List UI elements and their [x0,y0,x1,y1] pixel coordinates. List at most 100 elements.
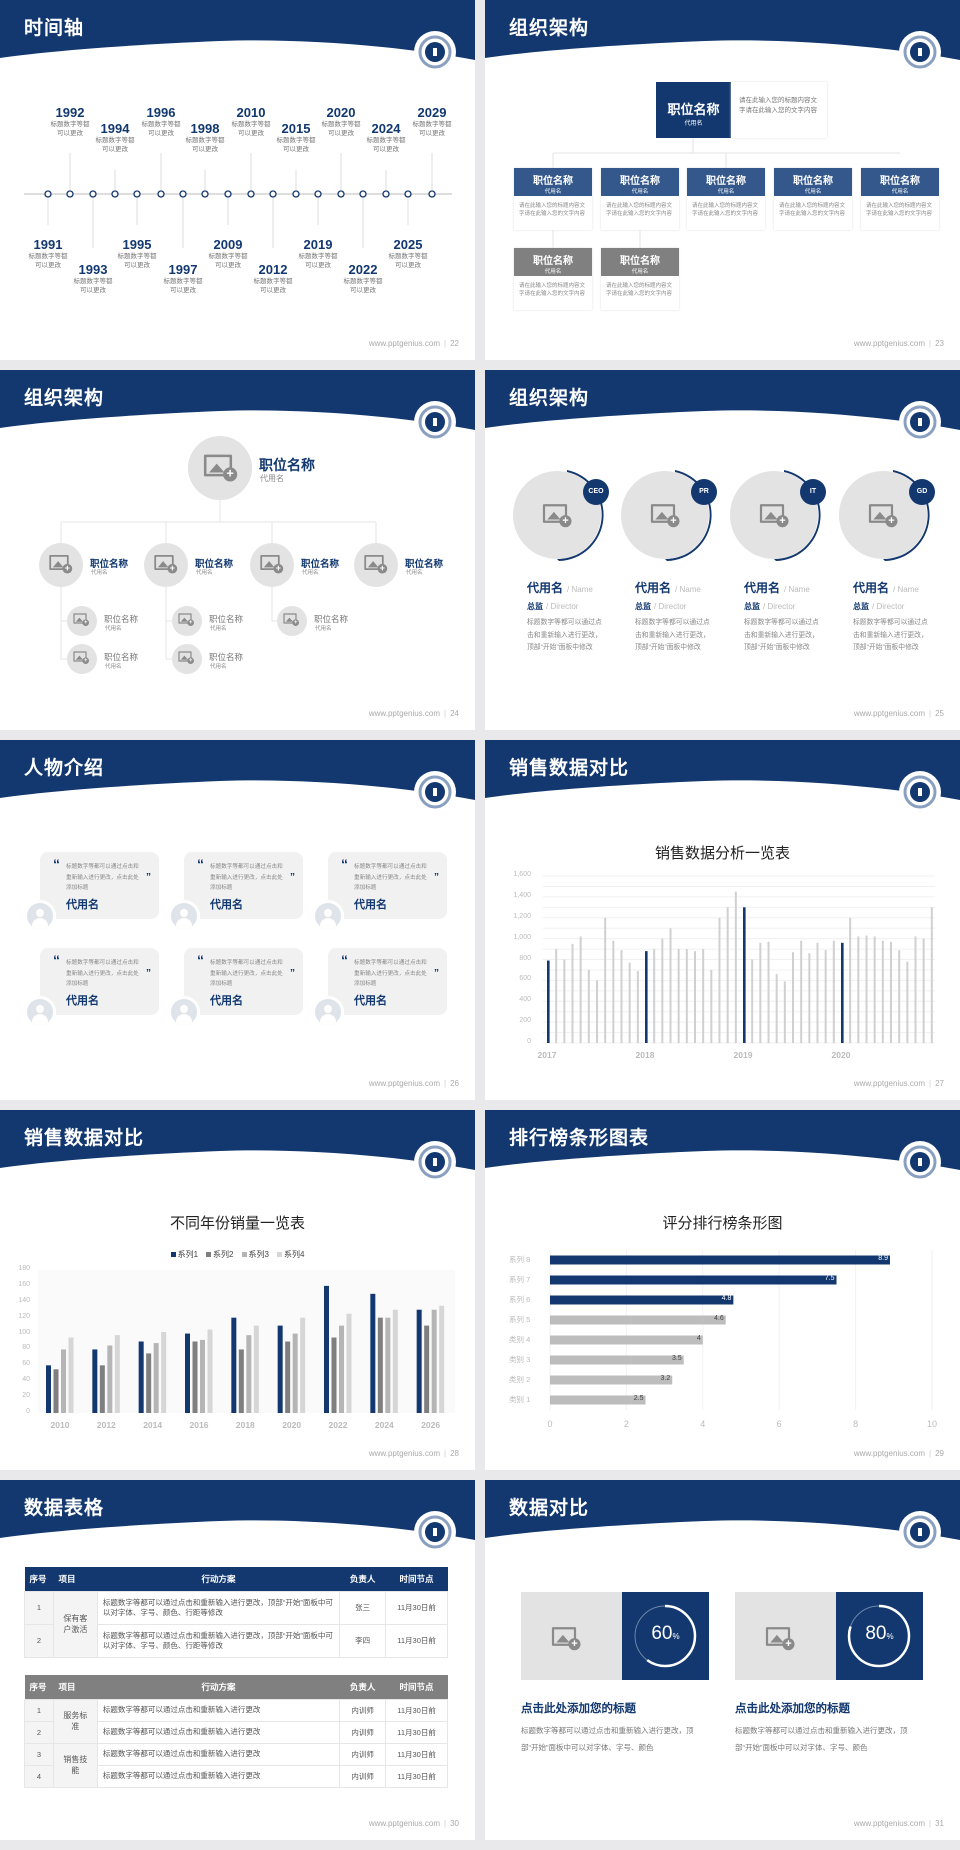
footer-url: www.pptgenius.com [368,1449,441,1458]
y-tick-label: 600 [519,975,531,983]
timeline-node [157,190,165,198]
slide-people: 人物介绍 www.pptgenius.com | 26 “ ” 标题数字等都可以通过点击和重… [0,740,475,1100]
bar [751,959,754,1043]
bar [669,928,672,1043]
header-band [485,1110,960,1180]
timeline-node [201,190,209,198]
cell-time: 11月30日前 [385,1623,448,1658]
y-tick-label: 120 [18,1312,30,1320]
category-label: 系列 6 [509,1295,531,1304]
bar [694,951,696,1043]
timeline-event: 1996 标题数字等都 可以更改 [126,105,196,138]
timeline-node [89,190,97,198]
bar [416,1309,422,1413]
legend-item: 系列2 [206,1250,234,1259]
header-band [485,1480,960,1550]
user-icon [180,909,188,917]
position-header: 职位名称 代用名 [514,168,592,196]
column-header: 时间节点 [385,1567,448,1591]
cell-time: 11月30日前 [385,1698,448,1722]
position-alias: 代用名 [544,269,562,275]
cell-plan: 标题数字等都可以通过点击和重新输入进行更改，顶部“开始”面板中可以对字体、字号、… [96,1623,341,1658]
y-tick-label: 0 [26,1408,30,1415]
y-tick-label: 1,400 [513,891,531,899]
category-label: 类别 4 [509,1335,531,1344]
timeline-event: 1995 标题数字等都 可以更改 [102,237,172,270]
event-text: 标题数字等都 [141,121,181,128]
bar [816,942,819,1043]
position-description: 请在此输入您的标题内容文字请在此输入您的文字内容 [866,203,933,217]
open-quote-icon: “ [53,952,60,968]
data-label: 4 [696,1335,701,1342]
bar [759,942,762,1043]
cell-owner: 内训师 [339,1764,387,1788]
logo-emblem [433,48,437,56]
bar [370,1293,376,1413]
chart-plot [38,1270,455,1413]
plus-icon: + [273,563,284,574]
connectors [552,138,900,248]
member-role-en: / Director [654,602,687,611]
bar [300,1317,306,1413]
image-placeholder-icon: + [178,613,194,626]
plus-icon: + [82,619,89,626]
x-tick-label: 2019 [733,1050,753,1060]
header-curve [485,370,960,430]
quote-text: 标题数字等都可以通过点击和重新输入进行更改，点击此处添加标题 [354,864,427,891]
event-year: 2012 [258,262,288,277]
timeline-node [337,190,345,198]
bar [808,953,811,1043]
column-header: 序号 [24,1567,54,1591]
x-tick-label: 2020 [831,1050,851,1060]
avatar [24,996,56,1028]
legend-label: 系列2 [213,1250,234,1259]
slide-title: 销售数据对比 [24,1128,145,1149]
image-placeholder-icon: + [203,454,238,482]
data-label: 7.5 [824,1275,835,1282]
x-tick-label: 2016 [189,1420,209,1430]
position-name: 职位名称 [667,102,720,117]
event-year: 2020 [326,105,356,120]
plus-icon: + [885,515,898,528]
event-text: 可以更改 [350,287,376,294]
badge-circle [800,479,826,505]
divider: | [444,709,447,718]
member-role-en: / Director [763,602,796,611]
timeline-graphic [24,153,452,248]
page-number: 25 [935,709,944,718]
timeline-event: 2010 标题数字等都 可以更改 [216,105,286,138]
user-icon-body [176,918,192,929]
percent-unit: % [672,1632,680,1641]
footer: www.pptgenius.com | 24 [369,709,459,718]
bar [849,917,852,1043]
y-tick-label: 200 [519,1017,531,1025]
header-curve [0,1480,475,1540]
position-name: 职位名称 [533,176,573,187]
header-curve [485,740,960,800]
event-year: 1995 [122,237,152,252]
connector-line [60,587,67,660]
page-number: 24 [450,709,459,718]
timeline-node [179,190,187,198]
bar [550,1395,646,1405]
timeline-event: 2015 标题数字等都 可以更改 [261,121,331,154]
plus-icon: + [187,619,194,626]
chart-plot [543,875,935,1044]
event-text: 标题数字等都 [321,121,361,128]
bar [207,1329,213,1413]
table-row: 4 标题数字等都可以通过点击和重新输入进行更改 内训师 11月30日前 [24,1764,448,1788]
position-name: 职位名称 [706,176,746,187]
legend-item: 系列3 [241,1250,269,1259]
position-description: 请在此输入您的标题内容文字请在此输入您的文字内容 [731,82,827,138]
legend-label: 系列4 [283,1250,305,1259]
page-number: 29 [935,1449,944,1458]
footer: www.pptgenius.com | 22 [369,339,459,348]
member-name-line: 代用名 / Name [744,579,810,597]
percent-unit: % [886,1632,894,1641]
position-alias: 代用名 [91,570,108,577]
team-graphic [513,469,935,562]
header-curve [485,1110,960,1170]
category-label: 系列 7 [509,1275,531,1284]
slide-ranking: 排行榜条形图表 www.pptgenius.com | 29 评分排行榜条形图 0 2 4 6 8… [485,1110,960,1470]
slide-title: 数据表格 [24,1498,105,1519]
